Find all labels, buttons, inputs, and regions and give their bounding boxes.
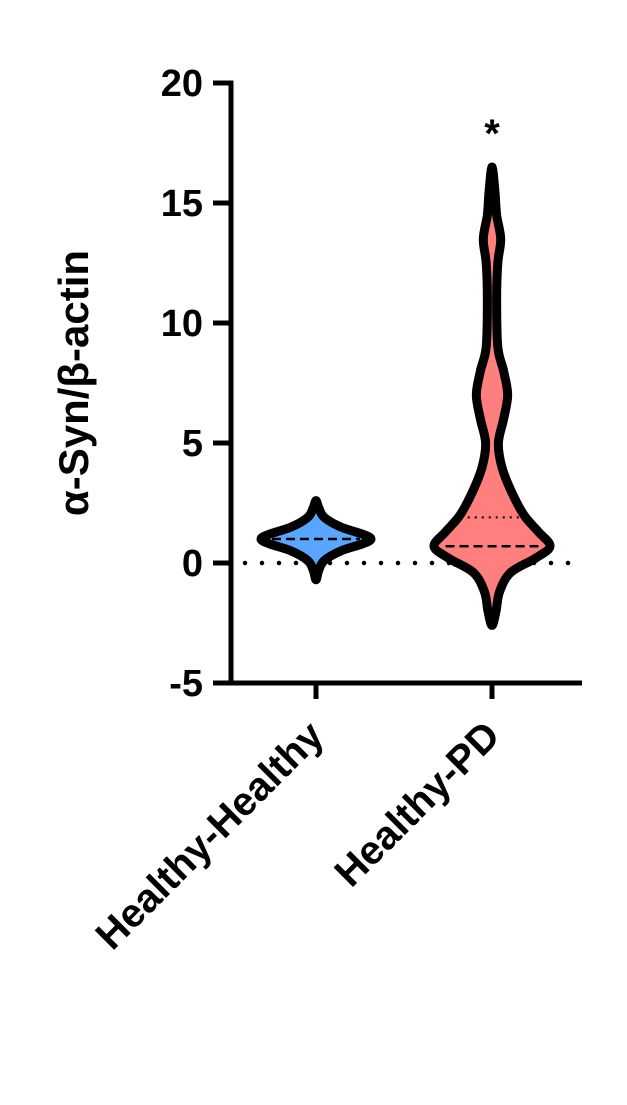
significance-mark: *	[484, 112, 500, 156]
x-tick-label: Healthy-PD	[326, 713, 508, 895]
y-tick-label: -5	[169, 663, 203, 705]
label-layer: α-Syn/β-actin Healthy-Healthy * Healthy-PD…	[50, 63, 508, 958]
y-tick-label: 5	[182, 423, 203, 465]
violin-healthy-pd	[429, 162, 555, 630]
y-axis-title: α-Syn/β-actin	[50, 250, 97, 516]
y-tick-label: 15	[161, 183, 203, 225]
y-tick-label: 20	[161, 63, 203, 105]
x-tick-label: Healthy-Healthy	[87, 713, 332, 958]
y-tick-label: 0	[182, 543, 203, 585]
axis-layer	[213, 80, 582, 699]
y-tick-label: 10	[161, 303, 203, 345]
violin-layer	[256, 162, 555, 630]
